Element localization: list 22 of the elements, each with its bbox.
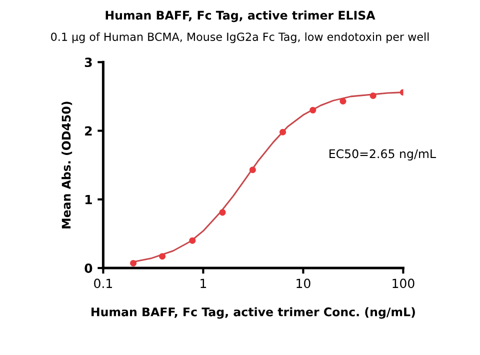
point (189, 237, 196, 244)
point (249, 166, 256, 174)
x-axis-title: Human BAFF, Fc Tag, active trimer Conc. (ng/mL) (92, 307, 415, 319)
point (310, 106, 316, 114)
point (159, 253, 166, 260)
y-axis-title: Mean Abs. (OD450) (62, 102, 72, 228)
point (130, 260, 137, 266)
x-tick-label: 1 (200, 278, 206, 288)
point (340, 98, 346, 105)
x-tick-label: 0.1 (94, 278, 112, 288)
point (280, 128, 286, 136)
y-tick-label: 2 (85, 126, 92, 136)
x-tick-label: 10 (296, 278, 310, 288)
y-tick-label: 3 (84, 58, 92, 68)
annotation: EC50=2.65 ng/mL (330, 149, 436, 160)
point (370, 92, 376, 100)
y-tick-label: 0 (84, 263, 92, 273)
chart-subtitle: 0.1 µg of Human BCMA, Mouse IgG2a Fc Tag, low endotoxin per well (51, 32, 429, 44)
point (219, 209, 226, 216)
y-tick-label: 1 (85, 195, 92, 204)
chart-title: Human BAFF, Fc Tag, active trimer ELISA (106, 10, 376, 22)
x-tick-label: 100 (392, 278, 414, 288)
